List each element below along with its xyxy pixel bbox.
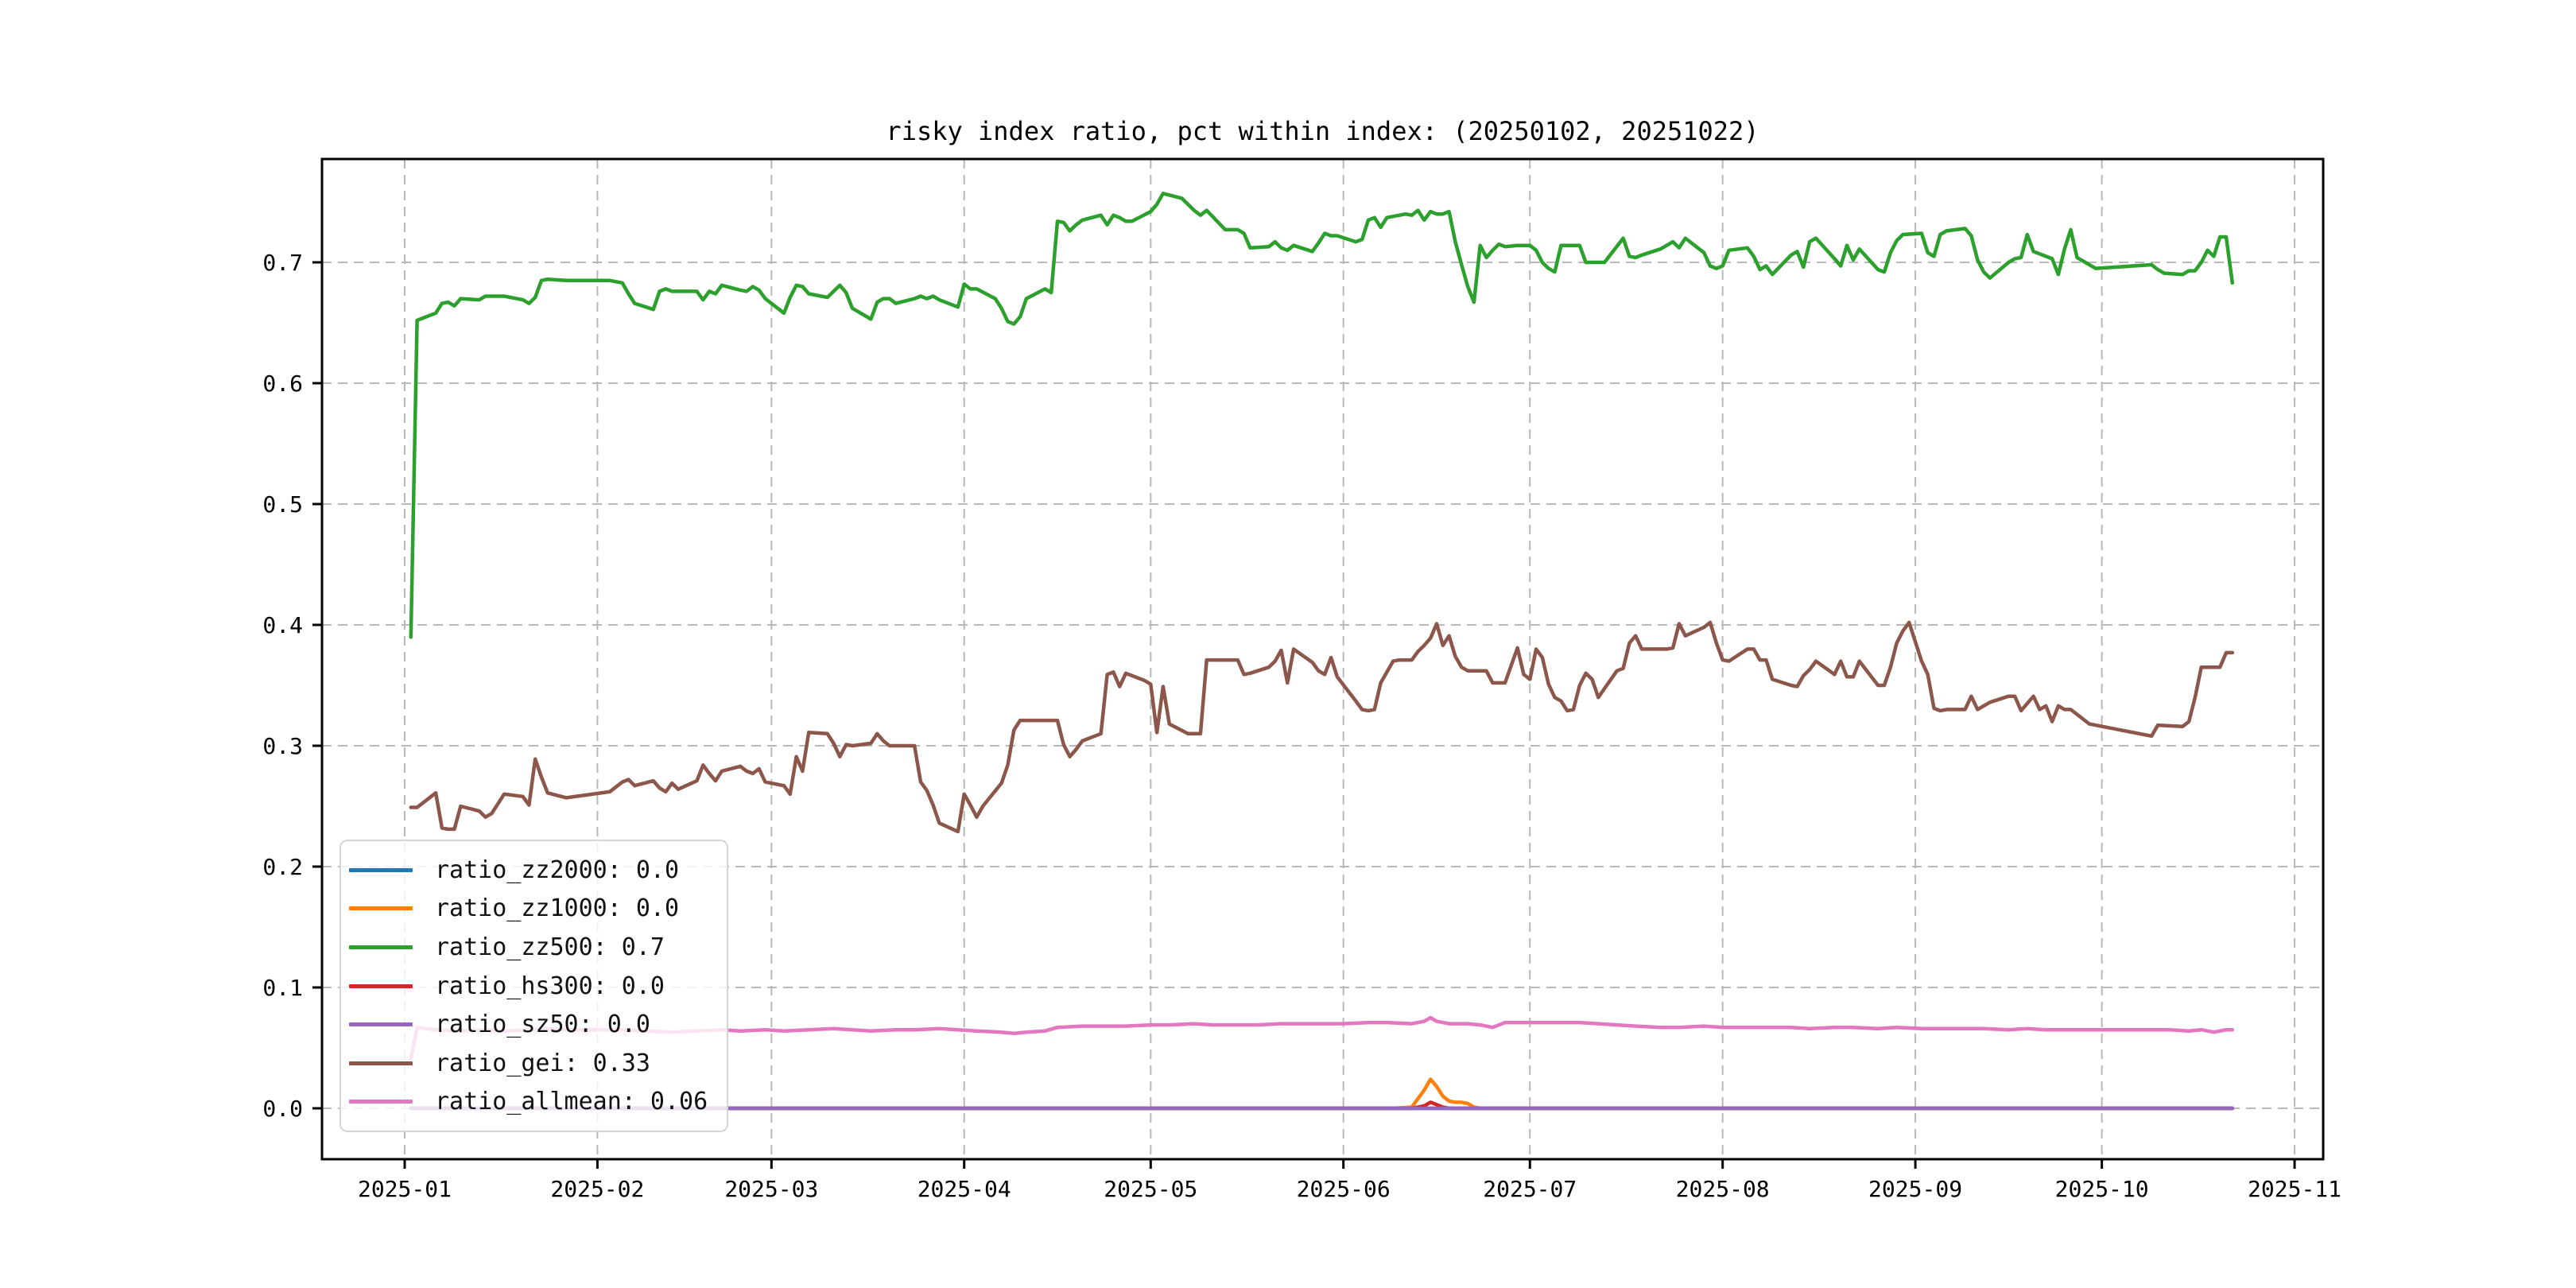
x-tick-label: 2025-04 <box>918 1176 1011 1202</box>
series-line-ratio_zz500 <box>409 192 2235 639</box>
legend-swatch-ratio-zz2000-icon <box>349 867 413 872</box>
legend-label-ratio-hs300: ratio_hs300: 0.0 <box>435 972 665 1000</box>
y-tick-label: 0.6 <box>262 370 303 397</box>
x-tick-label: 2025-05 <box>1104 1176 1197 1202</box>
legend-item-ratio-allmean: ratio_allmean: 0.06 <box>349 1082 727 1121</box>
y-tick-label: 0.3 <box>262 733 303 759</box>
x-tick-label: 2025-11 <box>2248 1176 2341 1202</box>
y-tick-label: 0.2 <box>262 854 303 880</box>
series-line-ratio_zz1000 <box>409 1077 2235 1111</box>
legend-item-ratio-hs300: ratio_hs300: 0.0 <box>349 967 727 1006</box>
legend-item-ratio-zz1000: ratio_zz1000: 0.0 <box>349 890 727 929</box>
legend: ratio_zz2000: 0.0 ratio_zz1000: 0.0 rati… <box>339 840 728 1132</box>
legend-label-ratio-gei: ratio_gei: 0.33 <box>435 1049 650 1077</box>
series-line-ratio_gei <box>409 620 2235 834</box>
y-tick-label: 0.4 <box>262 612 303 638</box>
x-tick-label: 2025-07 <box>1483 1176 1577 1202</box>
x-tick-label: 2025-06 <box>1297 1176 1391 1202</box>
x-tick-label: 2025-09 <box>1868 1176 1962 1202</box>
legend-label-ratio-sz50: ratio_sz50: 0.0 <box>435 1011 650 1039</box>
legend-swatch-ratio-sz50-icon <box>349 1022 413 1027</box>
chart-title: risky index ratio, pct within index: (20… <box>886 116 1759 146</box>
legend-swatch-ratio-hs300-icon <box>349 983 413 988</box>
x-tick-label: 2025-02 <box>550 1176 644 1202</box>
y-tick-label: 0.5 <box>262 491 303 518</box>
x-tick-label: 2025-08 <box>1676 1176 1770 1202</box>
legend-label-ratio-zz500: ratio_zz500: 0.7 <box>435 933 665 961</box>
y-tick-label: 0.1 <box>262 975 303 1001</box>
legend-swatch-ratio-zz500-icon <box>349 945 413 949</box>
x-tick-label: 2025-01 <box>358 1176 452 1202</box>
legend-item-ratio-zz500: ratio_zz500: 0.7 <box>349 928 727 967</box>
y-tick-label: 0.7 <box>262 250 303 276</box>
x-tick-label: 2025-03 <box>724 1176 818 1202</box>
legend-item-ratio-sz50: ratio_sz50: 0.0 <box>349 1005 727 1044</box>
legend-label-ratio-zz2000: ratio_zz2000: 0.0 <box>435 855 680 884</box>
legend-swatch-ratio-gei-icon <box>349 1061 413 1065</box>
legend-swatch-ratio-allmean-icon <box>349 1100 413 1104</box>
legend-label-ratio-zz1000: ratio_zz1000: 0.0 <box>435 894 680 923</box>
series-line-ratio_allmean <box>409 1015 2235 1061</box>
legend-item-ratio-zz2000: ratio_zz2000: 0.0 <box>349 851 727 890</box>
x-tick-label: 2025-10 <box>2055 1176 2149 1202</box>
legend-label-ratio-allmean: ratio_allmean: 0.06 <box>435 1088 708 1116</box>
plot-border <box>320 157 2325 1161</box>
legend-item-ratio-gei: ratio_gei: 0.33 <box>349 1044 727 1083</box>
y-tick-label: 0.0 <box>262 1096 303 1122</box>
legend-swatch-ratio-zz1000-icon <box>349 906 413 911</box>
